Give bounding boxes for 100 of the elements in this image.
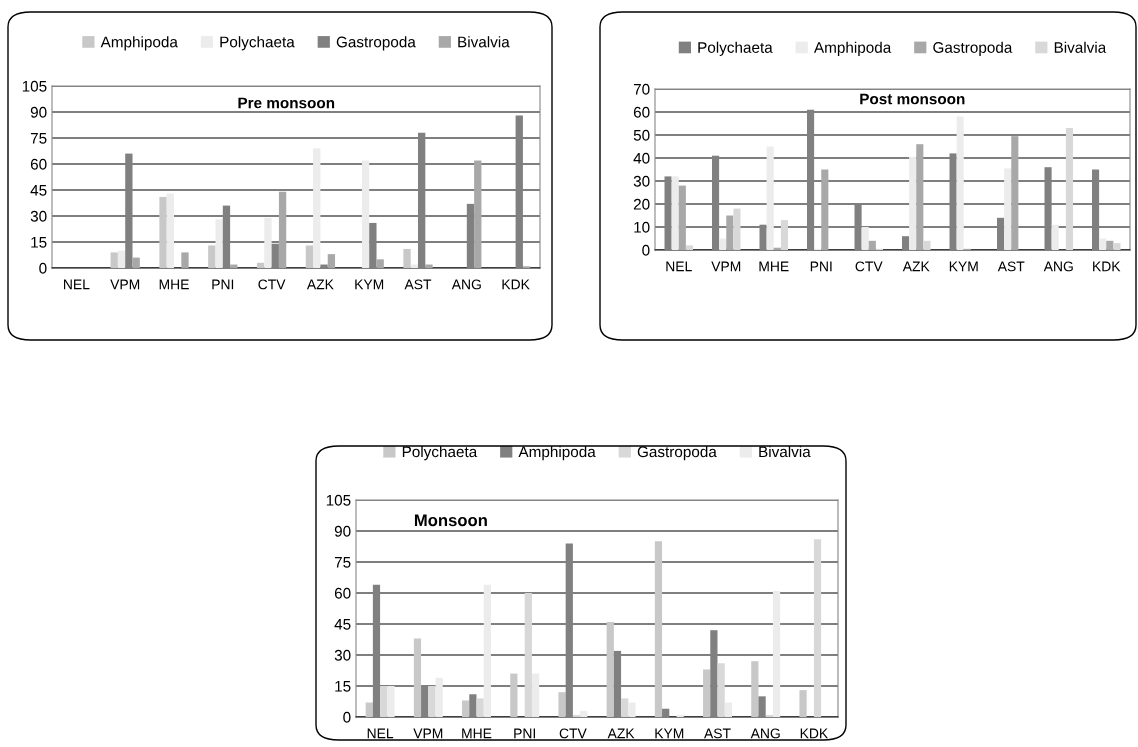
bar <box>474 160 482 268</box>
bar <box>320 264 328 268</box>
y-tick-label: 75 <box>334 557 351 568</box>
bar <box>580 710 588 717</box>
bar <box>712 155 720 250</box>
x-tick-label: ANG <box>1043 261 1073 272</box>
y-tick-label: 30 <box>633 175 650 187</box>
bar <box>1051 224 1059 250</box>
bar <box>759 224 767 250</box>
bar <box>1106 240 1114 250</box>
bar <box>361 160 370 268</box>
bar <box>369 222 377 268</box>
bar <box>1004 168 1012 250</box>
bar <box>421 686 429 717</box>
bar <box>923 240 931 250</box>
bar <box>807 109 815 250</box>
bar <box>671 176 679 250</box>
y-tick-label: 50 <box>633 129 650 141</box>
bar <box>425 264 433 268</box>
y-tick-label: 105 <box>22 80 47 92</box>
bar <box>719 238 727 250</box>
bar <box>376 259 384 268</box>
y-tick-label: 0 <box>343 711 351 723</box>
x-tick-label: VPM <box>110 279 140 290</box>
bar <box>565 543 573 717</box>
bar <box>868 240 876 250</box>
bar <box>313 148 321 268</box>
y-tick-label: 0 <box>642 244 650 256</box>
bar <box>181 252 189 268</box>
x-tick-label: MHE <box>462 728 492 739</box>
legend-label: Amphipoda <box>100 36 178 51</box>
x-tick-label: AST <box>997 261 1025 272</box>
bar <box>799 690 807 717</box>
bar <box>685 245 693 250</box>
bar <box>678 185 686 250</box>
bar <box>703 669 711 717</box>
y-tick-label: 30 <box>30 210 47 222</box>
bar <box>435 677 443 717</box>
bar <box>916 144 924 250</box>
bar <box>483 584 491 717</box>
bar <box>305 245 314 268</box>
bar <box>110 252 118 268</box>
x-tick-label: AST <box>404 279 432 290</box>
y-tick-label: 10 <box>634 221 650 233</box>
x-tick-label: NEL <box>666 261 692 272</box>
bar <box>621 698 629 717</box>
bar <box>654 541 663 717</box>
y-tick-label: 60 <box>334 587 351 599</box>
bar <box>278 191 287 268</box>
bar <box>861 227 869 250</box>
y-tick-label: 45 <box>30 185 47 196</box>
bar <box>606 621 614 717</box>
legend-label: Gastropoda <box>637 445 717 461</box>
bar <box>710 630 718 717</box>
y-tick-label: 60 <box>633 106 650 118</box>
bar <box>854 204 862 250</box>
bar <box>524 593 532 717</box>
legend-label: Polychaeta <box>220 36 295 51</box>
legend-label: Polychaeta <box>698 41 773 56</box>
bar <box>1044 167 1052 250</box>
y-tick-label: 30 <box>334 649 351 661</box>
y-tick-label: 20 <box>633 198 650 210</box>
y-tick-label: 90 <box>30 106 47 118</box>
x-tick-label: AST <box>704 728 731 739</box>
y-tick-label: 15 <box>31 237 47 248</box>
bar <box>476 698 484 717</box>
bar <box>264 217 272 268</box>
bar <box>813 539 822 717</box>
x-tick-label: CTV <box>559 728 587 739</box>
bar <box>222 205 231 268</box>
x-tick-label: CTV <box>258 279 286 290</box>
legend-label: Bivalvia <box>1054 41 1107 53</box>
bar <box>469 694 477 717</box>
bar <box>159 196 167 268</box>
y-tick-label: 70 <box>633 83 650 95</box>
bar <box>664 176 672 250</box>
bar <box>256 262 265 268</box>
bar <box>428 686 436 717</box>
bar <box>531 673 540 717</box>
bar <box>949 153 957 250</box>
chart-title: Post monsoon <box>860 93 965 105</box>
legend-label: Gastropoda <box>336 36 416 51</box>
bar <box>676 714 684 717</box>
bar <box>327 254 336 268</box>
legend-label: Polychaeta <box>402 445 478 461</box>
bar <box>902 236 910 250</box>
bar <box>558 692 566 717</box>
y-tick-label: 75 <box>30 133 47 144</box>
x-tick-label: KYM <box>355 279 384 290</box>
y-tick-label: 60 <box>30 158 47 170</box>
x-tick-label: VPM <box>711 261 741 272</box>
bar <box>413 638 422 717</box>
y-tick-label: 45 <box>334 619 351 630</box>
bar <box>466 203 475 268</box>
bar <box>515 115 523 268</box>
bar <box>821 169 829 250</box>
y-tick-label: 105 <box>326 494 351 506</box>
bar <box>380 686 388 717</box>
text: Pre monsoon <box>238 97 335 109</box>
bar <box>780 220 788 250</box>
